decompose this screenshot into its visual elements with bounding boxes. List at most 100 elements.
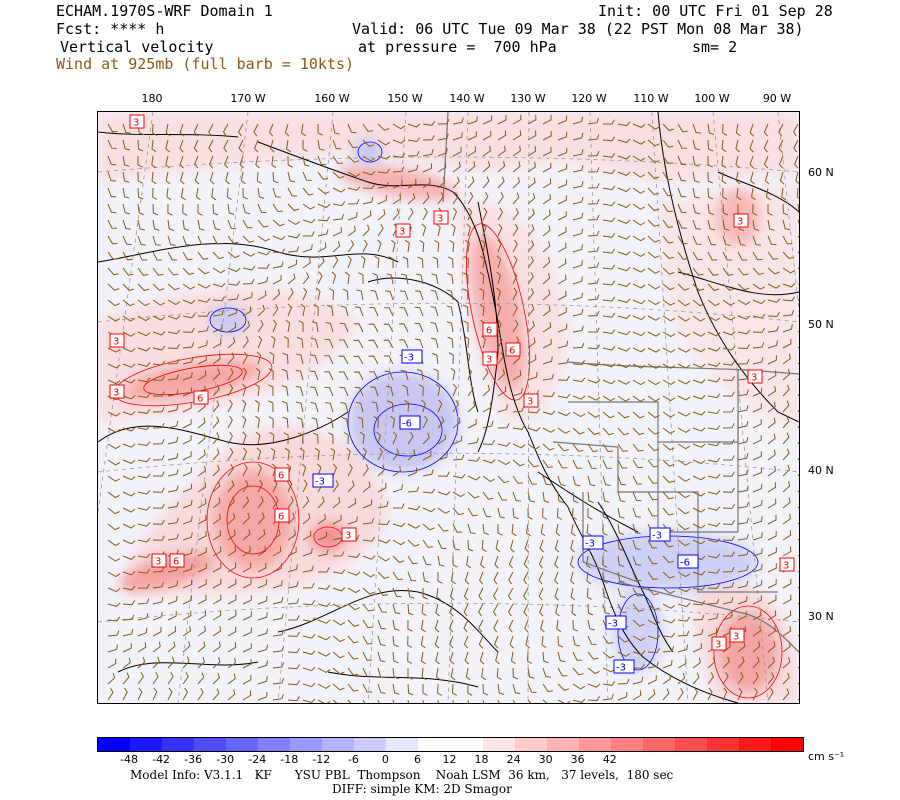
wind-barb (339, 322, 349, 333)
wind-barb (332, 123, 340, 135)
wind-barb (309, 386, 319, 397)
wind-barb (632, 676, 644, 685)
init-time: Init: 00 UTC Fri 01 Sep 28 (598, 2, 833, 20)
wind-barb (452, 491, 466, 498)
wind-barb (707, 362, 721, 367)
wind-barb (556, 619, 562, 633)
wind-barb (617, 603, 627, 613)
wind-barb (647, 587, 659, 596)
wind-barb (212, 464, 220, 477)
wind-barb (407, 699, 410, 703)
wind-barb (782, 626, 792, 637)
wind-barb (662, 187, 673, 197)
wind-barb (617, 635, 630, 643)
wind-barb (369, 371, 379, 381)
wind-barb (242, 690, 252, 701)
wind-barb (677, 235, 688, 245)
wind-barb (512, 370, 522, 381)
wind-barb (572, 181, 584, 189)
wind-barb (377, 571, 390, 579)
wind-barb (452, 507, 465, 516)
colorbar-swatch (770, 738, 804, 751)
colorbar-tick-label: -6 (347, 753, 359, 766)
wind-barb (497, 683, 505, 695)
wind-barb (137, 627, 148, 637)
wind-barb (497, 459, 511, 466)
wind-barb (152, 611, 163, 621)
wind-barb (722, 597, 734, 605)
wind-barb (737, 267, 749, 276)
wind-barb (450, 367, 456, 381)
wind-barb (287, 287, 294, 301)
wind-barb (722, 611, 733, 621)
wind-barb (512, 208, 519, 221)
wind-barb (617, 459, 628, 469)
wind-barb (362, 571, 376, 578)
wind-barb (508, 619, 514, 633)
wind-barb (512, 699, 516, 703)
wind-barb (677, 587, 691, 593)
wind-barb (662, 587, 675, 594)
wind-barb (368, 339, 379, 349)
colorbar-swatch (738, 738, 771, 751)
wind-barb (478, 619, 484, 633)
wind-barb (632, 427, 645, 436)
wind-barb (510, 651, 516, 665)
wind-barb (602, 395, 616, 402)
wind-barb (302, 155, 310, 167)
wind-barb (287, 631, 300, 637)
wind-barb (677, 687, 684, 701)
wind-barb (421, 399, 426, 413)
wind-barb (122, 363, 136, 368)
wind-barb (692, 299, 705, 307)
wind-barb (437, 399, 443, 413)
wind-barb (466, 223, 471, 237)
lat-label: 40 N (808, 464, 834, 477)
wind-barb (541, 635, 547, 649)
wind-barb (152, 596, 164, 605)
wind-barb (153, 471, 165, 477)
wind-barb (722, 375, 735, 382)
wind-barb (767, 531, 777, 541)
wind-barb (370, 289, 379, 301)
wind-barb (152, 375, 165, 381)
wind-barb (208, 123, 214, 137)
wind-barb (287, 648, 301, 654)
wind-barb (542, 339, 552, 349)
wind-barb (602, 280, 616, 286)
wind-barb (122, 459, 136, 464)
wind-barb (527, 130, 537, 141)
vertical-velocity-map[interactable]: 3 3 3 3 3 6 3 6 3 3 6 3 6 3 6 3 3 3 6 3 … (98, 112, 799, 703)
wind-barb (707, 377, 721, 383)
wind-barb (512, 388, 523, 397)
wind-barb (722, 299, 736, 306)
wind-barb (152, 641, 161, 653)
wind-barb (392, 465, 401, 477)
wind-barb (422, 699, 424, 703)
wind-barb (782, 310, 795, 317)
wind-barb (452, 207, 458, 221)
wind-barb (692, 347, 706, 353)
wind-barb (526, 651, 533, 664)
wind-barb (554, 571, 559, 585)
wind-barb (647, 139, 660, 147)
wind-barb (317, 584, 331, 590)
wind-barb (463, 272, 469, 285)
wind-barb (542, 443, 555, 451)
wind-barb (302, 257, 311, 269)
wind-barb (632, 690, 642, 701)
wind-barb (632, 235, 646, 242)
map-panel[interactable]: 3 3 3 3 3 6 3 6 3 3 6 3 6 3 6 3 3 3 6 3 … (97, 111, 800, 704)
wind-barb (692, 672, 700, 685)
wind-barb (737, 358, 750, 365)
wind-barb (722, 487, 735, 493)
wind-barb (422, 432, 430, 445)
wind-barb (362, 518, 375, 525)
wind-barb (737, 501, 749, 509)
wind-barb (692, 251, 703, 261)
wind-barb (310, 401, 319, 413)
wind-barb (212, 657, 221, 669)
wind-barb (340, 402, 349, 413)
wind-barb (662, 395, 676, 402)
wind-barb (419, 239, 425, 253)
